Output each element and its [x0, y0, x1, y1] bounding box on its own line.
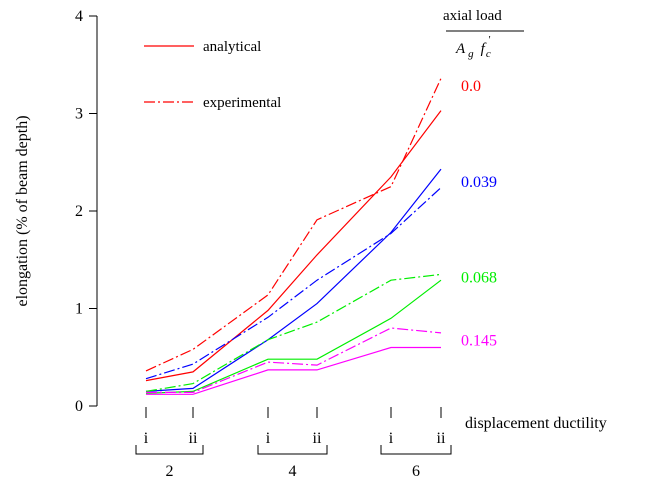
- x-group-bracket: [135, 445, 204, 455]
- y-tick-label: 1: [75, 301, 83, 318]
- legend: analytical experimental: [144, 39, 281, 111]
- series-line-experimental-0.039: [145, 187, 442, 380]
- series-line-experimental-0.145: [146, 327, 442, 393]
- series-line-analytical-0.068: [145, 279, 442, 394]
- series-line-analytical-0.145: [146, 346, 441, 395]
- x-cycle-label: i: [389, 430, 394, 447]
- series-line-analytical-0.0: [145, 110, 442, 382]
- y-tick-label: 4: [75, 8, 83, 25]
- x-group-label: 4: [289, 463, 297, 479]
- series-line-experimental-0.0: [145, 78, 442, 372]
- series-label-0.039: 0.039: [461, 174, 497, 191]
- legend-label-experimental: experimental: [203, 95, 281, 111]
- series-layer: [145, 78, 442, 395]
- x-cycle-label: ii: [189, 430, 198, 447]
- x-cycle-label: ii: [437, 430, 446, 447]
- series-line-analytical-0.039: [145, 168, 442, 392]
- series-label-0.145: 0.145: [461, 333, 497, 350]
- x-group-label: 2: [166, 463, 174, 479]
- x-group-bracket: [257, 445, 328, 455]
- axial-load-title: axial load: [443, 8, 502, 24]
- x-cycle-label: i: [144, 430, 149, 447]
- x-group-bracket: [380, 445, 452, 455]
- x-cycle-label: ii: [313, 430, 322, 447]
- x-cycle-label: i: [266, 430, 271, 447]
- y-tick-label: 3: [75, 106, 83, 123]
- labels-layer: 0.0 0.039 0.068 0.145: [461, 78, 497, 349]
- legend-label-analytical: analytical: [203, 39, 261, 55]
- x-axis-title: displacement ductility: [465, 415, 607, 432]
- series-label-0.0: 0.0: [461, 78, 481, 95]
- x-group-label: 6: [412, 463, 420, 479]
- series-line-experimental-0.068: [145, 273, 442, 392]
- y-tick-label: 0: [75, 398, 83, 415]
- series-label-0.068: 0.068: [461, 269, 497, 286]
- axial-load-header: axial load A g fc': [443, 8, 524, 60]
- y-axis-title: elongation (% of beam depth): [14, 115, 31, 306]
- y-tick-label: 2: [75, 203, 83, 220]
